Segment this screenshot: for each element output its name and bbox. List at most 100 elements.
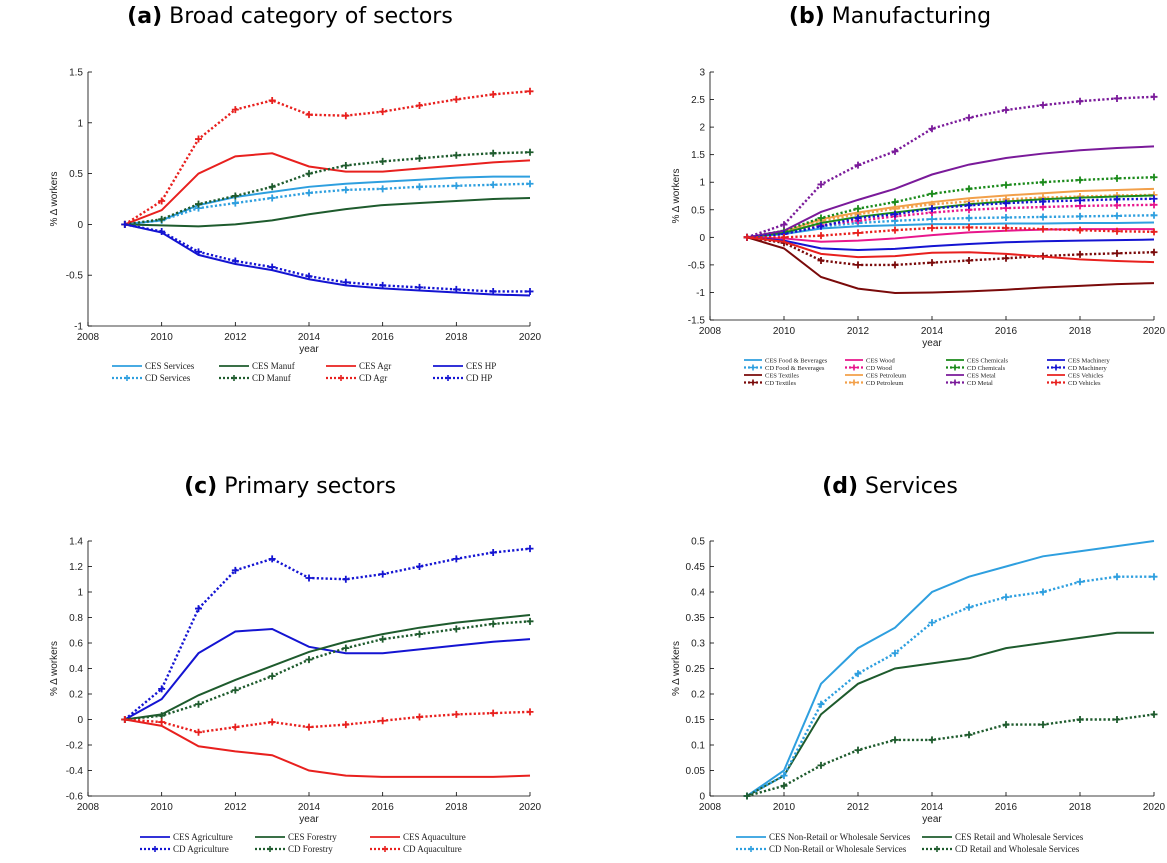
panel-d-legend: CES Non-Retail or Wholesale Services CES …: [736, 832, 1084, 854]
series-line-ces-retail-and-wholesale-services: [746, 631, 1154, 797]
series-line-cd-non-retail-or-wholesale-services: [746, 575, 1154, 798]
data-point-marker: [965, 223, 973, 231]
legend-label: CD Vehicles: [1068, 380, 1101, 387]
series-line-ces-food-beverages: [746, 221, 1155, 239]
x-tick-label: 2010: [773, 802, 796, 813]
y-tick-label: 1.5: [69, 68, 83, 79]
data-point-marker: [817, 761, 825, 769]
data-point-marker: [1039, 588, 1047, 596]
data-point-marker: [1150, 201, 1158, 209]
panel-b-title-text: Manufacturing: [831, 4, 992, 29]
data-point-marker: [1039, 721, 1047, 729]
series-line-ces-chemicals: [746, 194, 1155, 239]
data-point-marker: [1076, 212, 1084, 220]
y-tick-label: 2.5: [691, 95, 705, 106]
data-point-marker: [928, 125, 936, 133]
data-point-marker: [1113, 227, 1121, 235]
data-point-marker: [231, 686, 239, 694]
data-point-marker: [817, 222, 825, 230]
data-point-marker: [1039, 101, 1047, 109]
panel-c-label: (c): [184, 474, 218, 499]
data-point-marker: [231, 566, 239, 574]
x-tick-label: 2008: [699, 802, 722, 813]
legend-label: CD Textiles: [765, 380, 796, 387]
legend-marker: [124, 375, 130, 381]
data-point-marker: [121, 716, 129, 723]
data-point-marker: [526, 148, 534, 156]
x-tick-label: 2014: [298, 332, 321, 343]
data-point-marker: [780, 221, 788, 229]
y-tick-label: 0.05: [686, 766, 706, 777]
data-point-marker: [1002, 224, 1010, 232]
panel-a-title: (a) Broad category of sectors: [40, 4, 540, 29]
data-point-marker: [1150, 211, 1158, 219]
data-point-marker: [452, 182, 460, 190]
legend-label: CD Forestry: [288, 844, 333, 854]
legend-marker: [750, 379, 756, 386]
legend-marker: [851, 364, 857, 371]
data-point-marker: [526, 545, 534, 553]
series-line-ces-agriculture: [124, 627, 531, 721]
data-point-marker: [195, 248, 202, 256]
x-tick-label: 2008: [699, 326, 722, 337]
data-point-marker: [195, 728, 202, 736]
x-tick-label: 2012: [224, 802, 247, 813]
data-point-marker: [268, 96, 276, 104]
data-point-marker: [158, 228, 166, 236]
panel-c-title: (c) Primary sectors: [40, 474, 540, 499]
data-point-marker: [928, 215, 936, 223]
series-line-cd-agriculture: [124, 547, 531, 721]
y-tick-label: 0.35: [686, 613, 706, 624]
legend-label: CES Non-Retail or Wholesale Services: [769, 832, 911, 842]
data-point-marker: [231, 192, 239, 200]
data-point-marker: [526, 180, 534, 188]
series-line-cd-services: [124, 182, 531, 226]
data-point-marker: [965, 214, 973, 222]
data-point-marker: [1150, 93, 1158, 101]
data-point-marker: [965, 185, 973, 193]
legend-label: CES Aquaculture: [403, 832, 466, 842]
data-point-marker: [928, 224, 936, 232]
panel-b-label: (b): [788, 4, 825, 29]
series-line-ces-manuf: [124, 196, 531, 228]
data-point-marker: [817, 232, 825, 240]
data-point-marker: [854, 214, 862, 222]
data-point-marker: [379, 185, 387, 193]
y-tick-label: 1: [77, 588, 83, 599]
legend-marker: [231, 375, 237, 381]
data-point-marker: [379, 157, 387, 165]
series-line-cd-textiles: [746, 236, 1155, 267]
data-point-marker: [780, 233, 788, 241]
x-tick-label: 2008: [77, 802, 100, 813]
series-line-ces-metal: [746, 145, 1155, 239]
panel-a-label: (a): [127, 4, 163, 29]
legend-label: CES HP: [466, 361, 496, 371]
data-point-marker: [817, 180, 825, 188]
y-tick-label: 0.6: [69, 639, 83, 650]
data-point-marker: [891, 226, 899, 234]
legend-label: CD Food & Beverages: [765, 365, 825, 372]
data-point-marker: [854, 205, 862, 213]
data-point-marker: [891, 649, 899, 657]
legend-marker: [267, 846, 273, 852]
series-line-cd-agr: [124, 90, 531, 226]
data-point-marker: [891, 736, 899, 744]
data-point-marker: [1002, 721, 1010, 729]
data-point-marker: [854, 161, 862, 169]
data-point-marker: [1150, 248, 1158, 256]
data-point-marker: [342, 575, 350, 583]
y-tick-label: 0.4: [691, 588, 705, 599]
data-point-marker: [379, 281, 387, 289]
data-point-marker: [1150, 228, 1158, 236]
data-point-marker: [158, 215, 166, 223]
legend-label: CD Manuf: [252, 373, 291, 383]
data-point-marker: [305, 170, 313, 178]
y-tick-label: 1.2: [69, 562, 83, 573]
legend-label: CD Aquaculture: [403, 844, 462, 854]
x-tick-label: 2018: [445, 332, 468, 343]
panel-a-xlabel: year: [299, 344, 319, 355]
y-tick-label: -0.6: [66, 792, 84, 803]
data-point-marker: [305, 723, 313, 731]
data-point-marker: [1002, 213, 1010, 221]
data-point-marker: [1076, 716, 1084, 723]
